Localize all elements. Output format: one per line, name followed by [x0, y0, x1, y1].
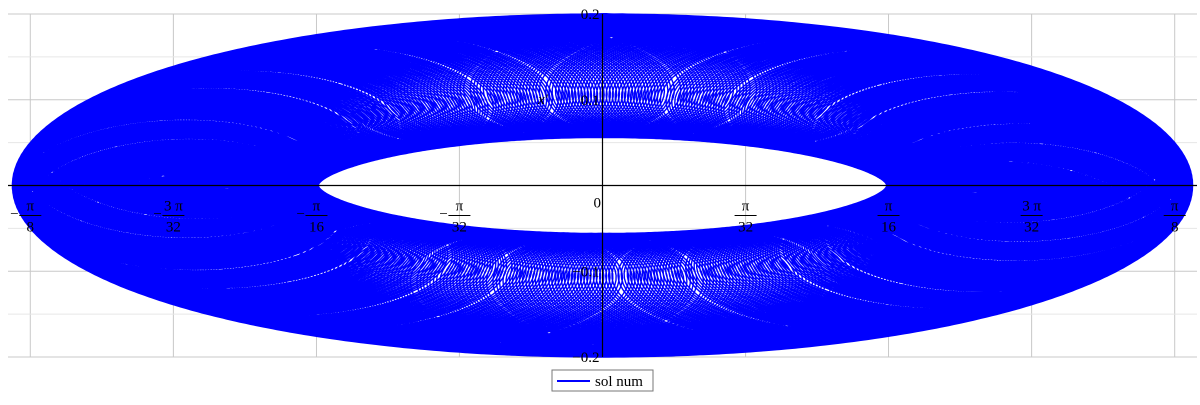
series-sol-num — [11, 13, 1194, 358]
x-tick-denominator: 16 — [309, 220, 325, 236]
x-tick-denominator: 32 — [738, 220, 753, 236]
series-line — [11, 13, 1194, 358]
x-tick: π8 — [1163, 199, 1186, 236]
y-tick-label: 0.1 — [581, 93, 600, 109]
x-tick-denominator: 32 — [452, 220, 467, 236]
y-tick-label: −0.1 — [572, 264, 599, 280]
y-tick-label: −0.2 — [572, 350, 599, 366]
x-tick-numerator: π — [456, 199, 464, 215]
x-tick: π 16 — [877, 199, 900, 236]
x-tick-numerator: 3 π — [164, 199, 183, 215]
x-tick: −3 π 32 — [153, 199, 185, 236]
x-tick-denominator: 32 — [1024, 220, 1039, 236]
x-tick: 0 — [594, 196, 602, 212]
x-tick: − π 16 — [296, 199, 328, 236]
legend-box — [551, 369, 654, 392]
x-tick-numerator: π — [1171, 199, 1179, 215]
x-tick-numerator: π — [885, 199, 893, 215]
y-tick-label: 0.2 — [581, 7, 600, 23]
x-tick: π 32 — [734, 199, 757, 236]
axes — [8, 14, 1197, 357]
x-tick-sign: − — [153, 207, 161, 223]
x-tick-denominator: 8 — [1171, 220, 1179, 236]
x-tick-denominator: 32 — [166, 220, 181, 236]
legend-label: sol num — [595, 374, 643, 390]
x-tick: − π 8 — [10, 199, 42, 236]
legend: sol num — [551, 369, 654, 392]
x-tick-numerator: π — [313, 199, 321, 215]
x-tick-sign: − — [10, 207, 18, 223]
y-tick-labels: 0.2 0.1 −0.1 −0.2 — [572, 7, 599, 366]
x-tick-sign: − — [439, 207, 447, 223]
x-tick-label: 0 — [594, 196, 602, 212]
x-tick-denominator: 16 — [881, 220, 897, 236]
x-tick-denominator: 8 — [27, 220, 35, 236]
x-tick: − π 32 — [439, 199, 471, 236]
y-axis-label: x' — [537, 92, 549, 108]
x-tick-sign: − — [296, 207, 304, 223]
x-tick-numerator: π — [27, 199, 35, 215]
x-tick-numerator: π — [742, 199, 750, 215]
x-tick: 3 π32 — [1020, 199, 1043, 236]
x-tick-numerator: 3 π — [1022, 199, 1041, 215]
